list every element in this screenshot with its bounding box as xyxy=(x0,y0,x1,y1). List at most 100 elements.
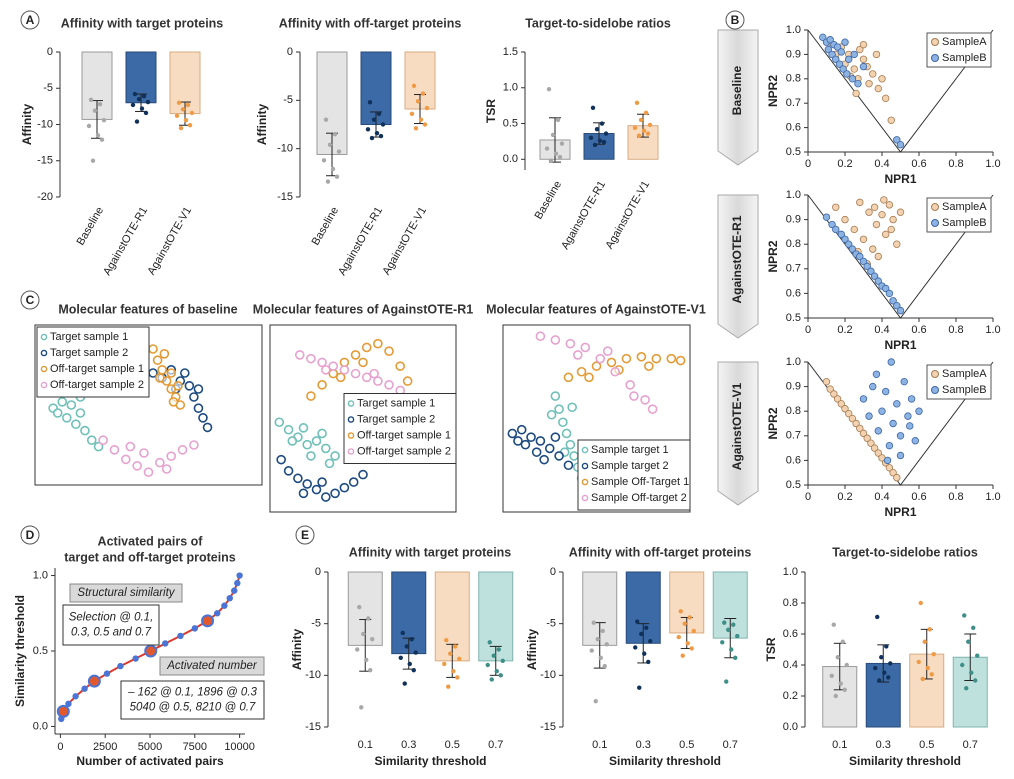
x-tick-label: 0.5 xyxy=(679,739,694,751)
data-point xyxy=(931,651,936,657)
y-tick-label: 0.8 xyxy=(786,405,801,417)
embedding-point xyxy=(535,436,546,446)
embedding-point xyxy=(184,380,195,391)
data-point xyxy=(643,110,649,115)
scatter-point xyxy=(893,473,901,482)
y-axis-label: NPR2 xyxy=(766,407,780,439)
embedding-point xyxy=(80,425,90,436)
panel-letter: B xyxy=(731,13,740,27)
embedding-point xyxy=(576,366,587,377)
embedding-point xyxy=(143,467,154,478)
scatter-point xyxy=(839,65,847,73)
data-point xyxy=(733,655,738,660)
embedding-point xyxy=(358,469,368,480)
embedding-point xyxy=(166,451,176,462)
data-point xyxy=(925,665,930,671)
data-point xyxy=(485,662,490,668)
data-point xyxy=(553,151,559,156)
data-point xyxy=(355,647,360,652)
data-point xyxy=(413,126,419,131)
data-point xyxy=(604,642,609,647)
scatter-point xyxy=(893,240,901,248)
y-tick-label: 0.8 xyxy=(783,597,798,609)
data-point xyxy=(644,625,649,630)
data-point xyxy=(400,630,405,636)
highlight-point xyxy=(87,674,101,688)
embedding-point xyxy=(348,477,359,487)
y-tick-label: -5 xyxy=(43,82,53,94)
scatter-point xyxy=(843,70,851,78)
embedding-point xyxy=(298,423,309,433)
y-tick-label: -15 xyxy=(540,721,556,733)
embedding-point xyxy=(328,361,339,371)
line-point xyxy=(226,594,233,602)
embedding-point xyxy=(276,454,286,465)
embedding-point xyxy=(109,444,120,455)
data-point xyxy=(922,639,927,644)
line-point xyxy=(234,579,241,587)
x-tick-label: 10000 xyxy=(224,741,255,753)
scatter-point xyxy=(845,55,853,63)
embedding-point xyxy=(161,464,172,474)
data-point xyxy=(380,122,386,127)
line-point xyxy=(72,693,79,700)
y-tick-label: 0.0 xyxy=(783,721,798,733)
x-tick-label: AgainstOTE-V1 xyxy=(604,179,653,251)
data-point xyxy=(189,110,195,116)
data-point xyxy=(141,94,147,99)
data-point xyxy=(97,102,103,107)
y-tick-label: 0.8 xyxy=(786,73,801,85)
legend-marker xyxy=(581,462,589,470)
embedding-point xyxy=(572,350,583,360)
embedding-point xyxy=(350,368,361,379)
data-point xyxy=(415,99,421,104)
data-point xyxy=(323,117,329,122)
data-point xyxy=(724,679,729,684)
embedding-point xyxy=(350,350,361,360)
data-point xyxy=(411,83,417,89)
embedding-point xyxy=(66,400,77,410)
data-point xyxy=(407,661,412,667)
x-tick-label: 1.0 xyxy=(985,324,1000,336)
line-point xyxy=(231,587,238,594)
embedding-point xyxy=(640,394,650,405)
embedding-point xyxy=(317,357,327,368)
data-point xyxy=(411,667,416,673)
x-tick-label: 0.7 xyxy=(488,739,503,751)
scatter-point xyxy=(828,50,836,59)
scatter-point xyxy=(822,377,831,386)
y-tick-label: 0.6 xyxy=(783,628,798,640)
scatter-point xyxy=(832,55,840,63)
x-tick-label: Baseline xyxy=(533,179,564,222)
scatter-point xyxy=(867,267,875,275)
embedding-point xyxy=(157,364,167,375)
legend-marker xyxy=(347,432,355,439)
scatter-point xyxy=(830,390,838,398)
scatter-point xyxy=(859,62,868,71)
panel-badge xyxy=(20,525,40,545)
data-point xyxy=(332,131,338,137)
legend-marker xyxy=(347,448,355,455)
legend-label: Sample Off-target 2 xyxy=(591,492,687,504)
data-point xyxy=(960,662,965,668)
data-point xyxy=(367,100,373,105)
data-point xyxy=(646,659,651,665)
embedding-point xyxy=(330,451,340,461)
embedding-point xyxy=(666,353,677,364)
x-tick-label: 0.3 xyxy=(401,739,416,751)
embedding-point xyxy=(516,424,527,435)
data-point xyxy=(873,665,878,671)
scatter-point xyxy=(882,230,890,239)
data-point xyxy=(134,119,140,124)
data-point xyxy=(918,600,923,606)
legend-box xyxy=(926,197,992,233)
y-tick-label: 1.0 xyxy=(786,189,801,201)
data-point xyxy=(685,641,690,646)
line-point xyxy=(214,610,221,617)
data-point xyxy=(882,670,887,675)
embedding-point xyxy=(361,342,372,353)
data-point xyxy=(92,108,98,113)
scatter-point xyxy=(828,220,836,229)
x-tick-label: 0 xyxy=(805,324,811,336)
embedding-point xyxy=(121,454,131,465)
